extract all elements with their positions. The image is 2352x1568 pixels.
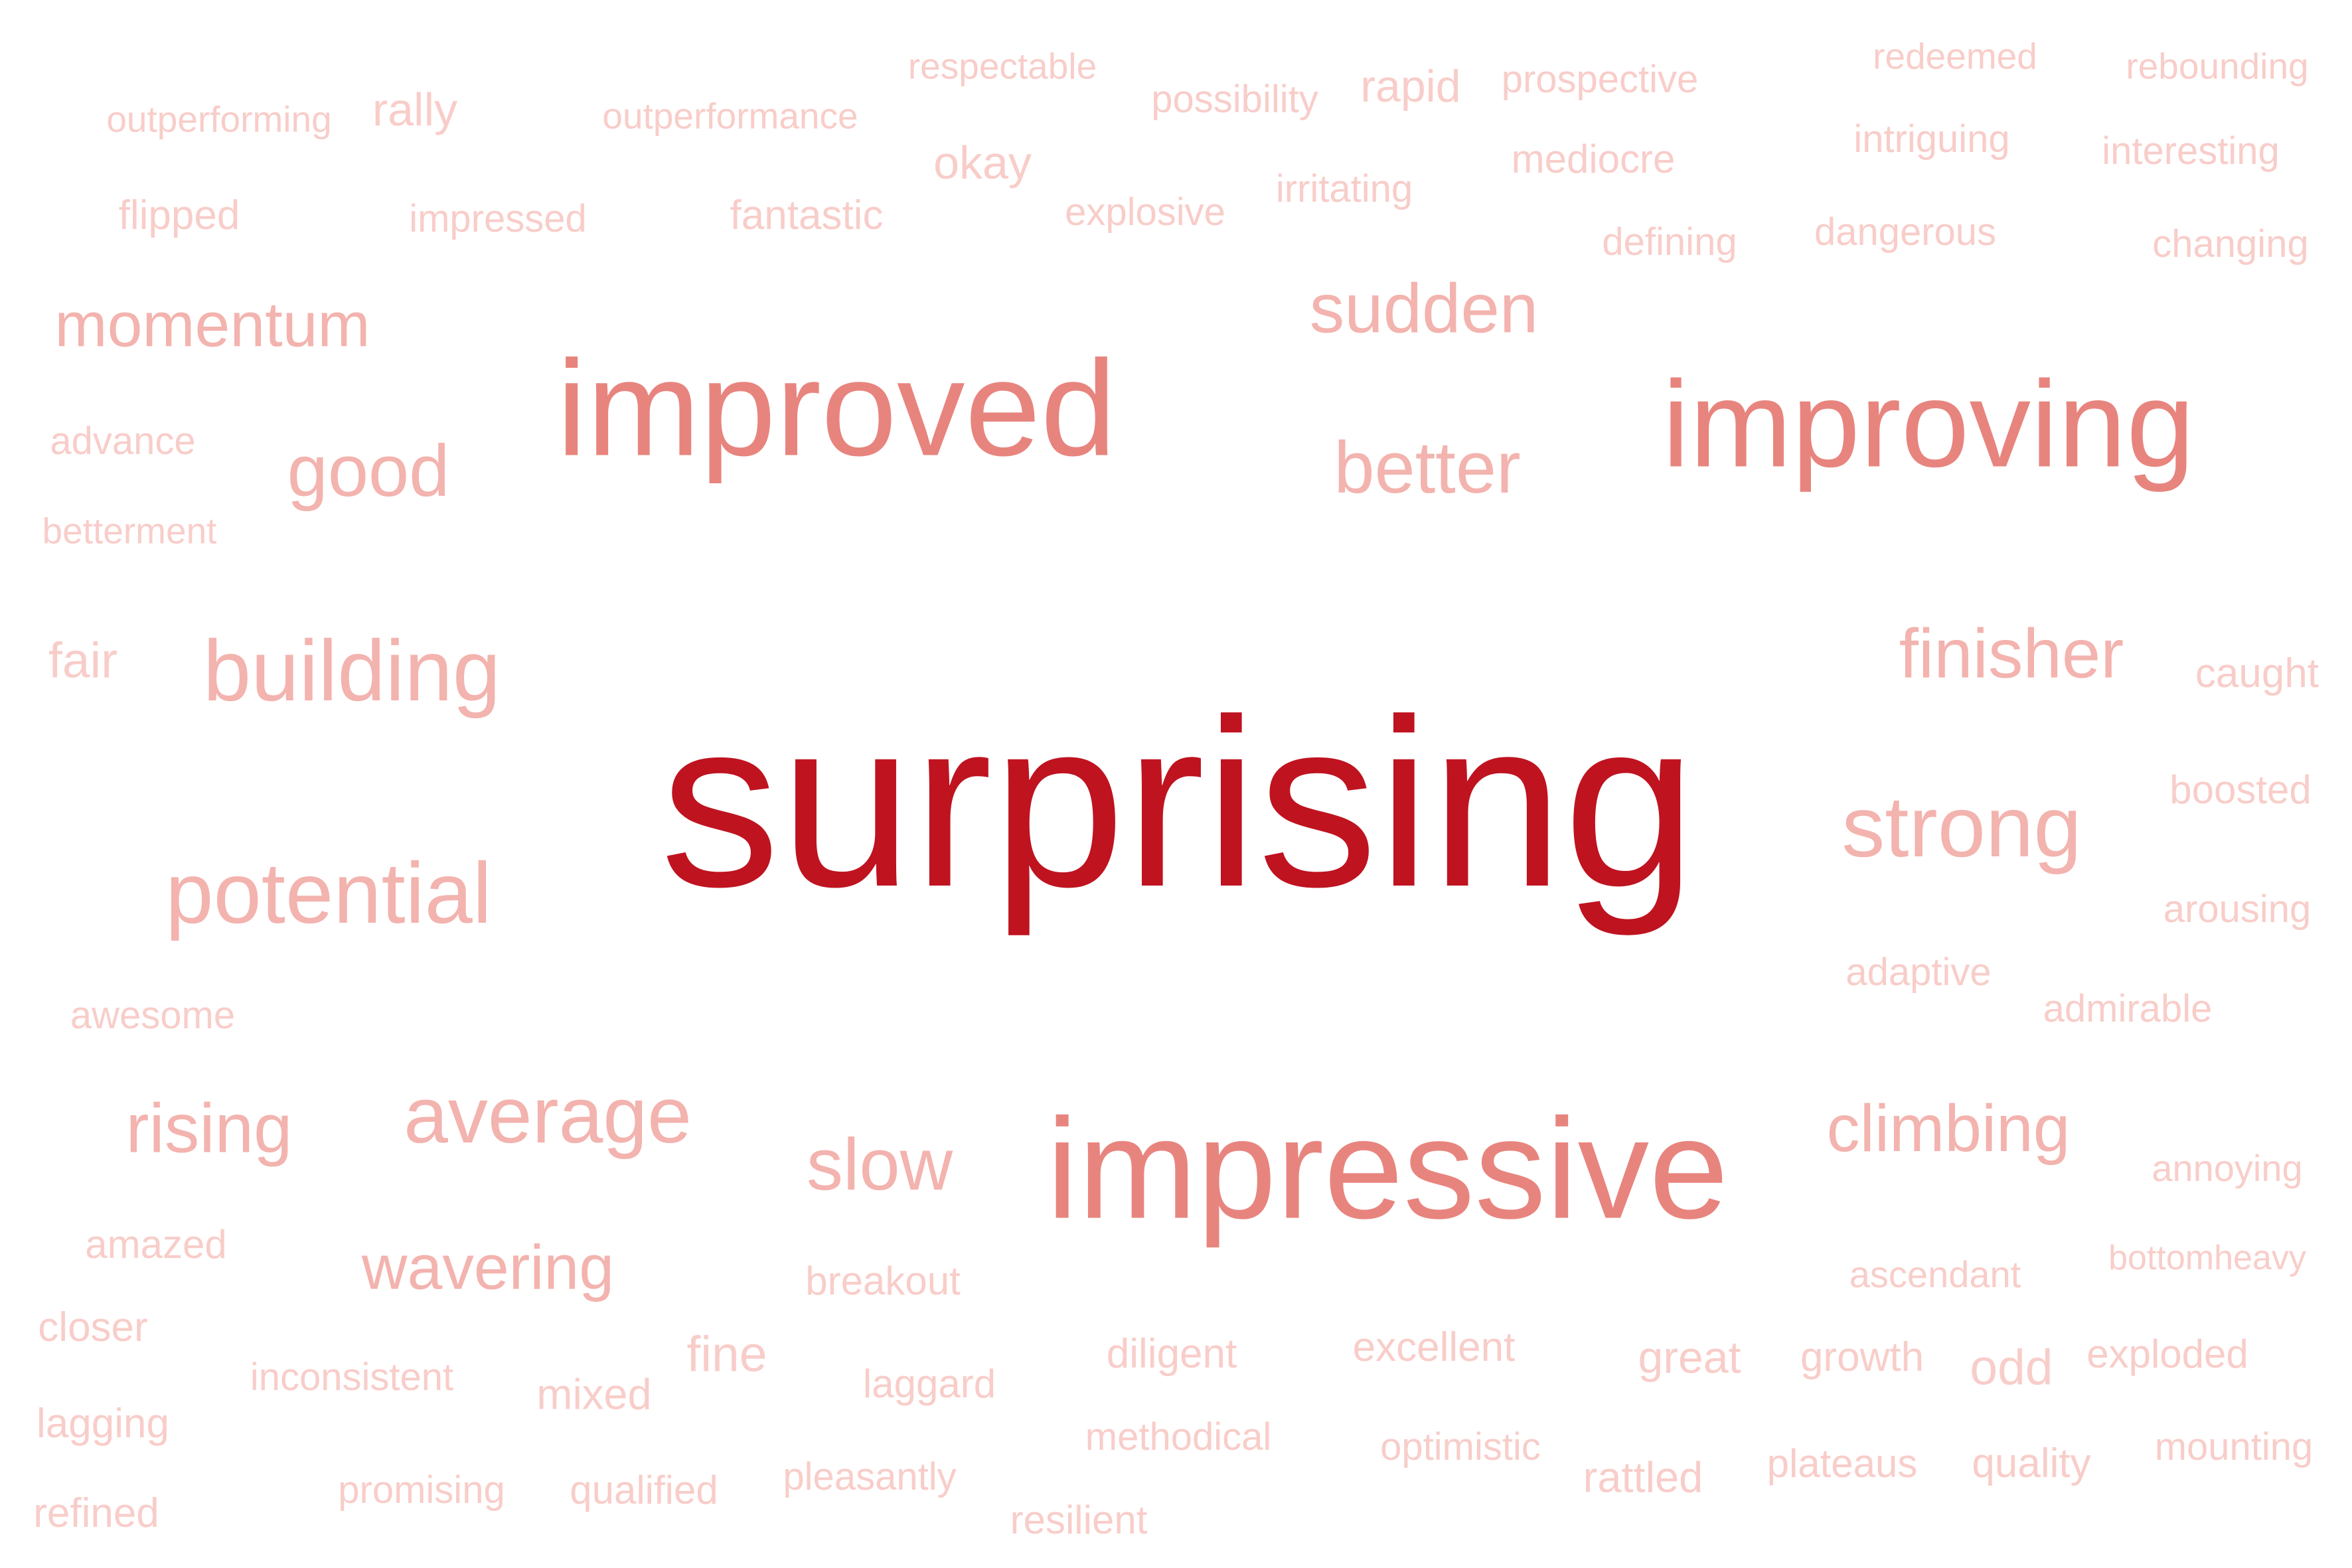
word-rising: rising (125, 1089, 293, 1168)
word-impressed: impressed (409, 197, 587, 240)
word-mixed: mixed (536, 1370, 652, 1419)
word-irritating: irritating (1275, 167, 1413, 210)
word-fantastic: fantastic (730, 193, 884, 238)
word-quality: quality (1972, 1441, 2091, 1486)
word-admirable: admirable (2043, 987, 2213, 1030)
word-advance: advance (50, 420, 196, 463)
word-rally: rally (372, 84, 458, 135)
word-boosted: boosted (2169, 767, 2312, 812)
word-plateaus: plateaus (1766, 1441, 1918, 1486)
word-excellent: excellent (1352, 1324, 1516, 1370)
word-slow: slow (806, 1124, 953, 1206)
word-pleasantly: pleasantly (783, 1455, 957, 1498)
word-wavering: wavering (361, 1232, 615, 1303)
word-strong: strong (1842, 778, 2082, 875)
word-caught: caught (2195, 651, 2319, 696)
word-better: better (1334, 427, 1521, 509)
word-fair: fair (48, 632, 118, 688)
word-possibility: possibility (1151, 78, 1318, 121)
word-ascendant: ascendant (1849, 1253, 2021, 1295)
word-rattled: rattled (1583, 1452, 1703, 1502)
word-interesting: interesting (2102, 129, 2280, 173)
word-impressive: impressive (1046, 1088, 1729, 1249)
word-growth: growth (1800, 1334, 1924, 1380)
word-sudden: sudden (1309, 270, 1539, 348)
word-rebounding: rebounding (2126, 45, 2309, 87)
word-lagging: lagging (37, 1401, 169, 1447)
word-methodical: methodical (1085, 1415, 1272, 1458)
word-exploded: exploded (2086, 1332, 2248, 1376)
word-odd: odd (1970, 1339, 2053, 1395)
word-surprising: surprising (660, 670, 1697, 937)
word-dangerous: dangerous (1814, 210, 1997, 254)
word-okay: okay (933, 137, 1032, 189)
word-mediocre: mediocre (1511, 137, 1676, 181)
word-prospective: prospective (1501, 58, 1699, 101)
word-fine: fine (686, 1326, 767, 1382)
word-annoying: annoying (2152, 1147, 2303, 1189)
word-intriguing: intriguing (1853, 118, 2010, 161)
word-great: great (1638, 1332, 1741, 1383)
word-adaptive: adaptive (1845, 951, 1992, 994)
word-resilient: resilient (1010, 1498, 1148, 1542)
word-potential: potential (165, 844, 492, 941)
word-flipped: flipped (118, 193, 240, 238)
word-arousing: arousing (2163, 888, 2312, 931)
word-laggard: laggard (862, 1362, 996, 1406)
word-average: average (404, 1071, 692, 1160)
word-closer: closer (38, 1304, 148, 1350)
word-explosive: explosive (1065, 191, 1225, 234)
word-diligent: diligent (1106, 1331, 1237, 1377)
word-qualified: qualified (570, 1468, 718, 1512)
word-inconsistent: inconsistent (250, 1356, 454, 1399)
word-amazed: amazed (85, 1222, 227, 1267)
word-defining: defining (1602, 220, 1737, 264)
word-outperformance: outperformance (602, 95, 858, 137)
word-bottomheavy: bottomheavy (2108, 1239, 2306, 1277)
word-rapid: rapid (1360, 61, 1461, 112)
word-respectable: respectable (907, 45, 1097, 87)
word-outperforming: outperforming (106, 98, 332, 140)
word-breakout: breakout (805, 1259, 961, 1303)
word-mounting: mounting (2154, 1425, 2313, 1468)
word-good: good (287, 430, 450, 512)
word-climbing: climbing (1826, 1091, 2071, 1166)
word-promising: promising (338, 1468, 505, 1512)
word-finisher: finisher (1899, 615, 2124, 693)
word-building: building (202, 622, 501, 719)
word-awesome: awesome (70, 994, 236, 1037)
word-changing: changing (2152, 222, 2309, 266)
word-optimistic: optimistic (1380, 1425, 1541, 1468)
word-improved: improved (556, 332, 1117, 485)
word-redeemed: redeemed (1873, 35, 2037, 77)
word-momentum: momentum (54, 289, 370, 360)
word-improving: improving (1662, 356, 2195, 493)
word-refined: refined (33, 1490, 159, 1536)
word-betterment: betterment (42, 510, 217, 552)
